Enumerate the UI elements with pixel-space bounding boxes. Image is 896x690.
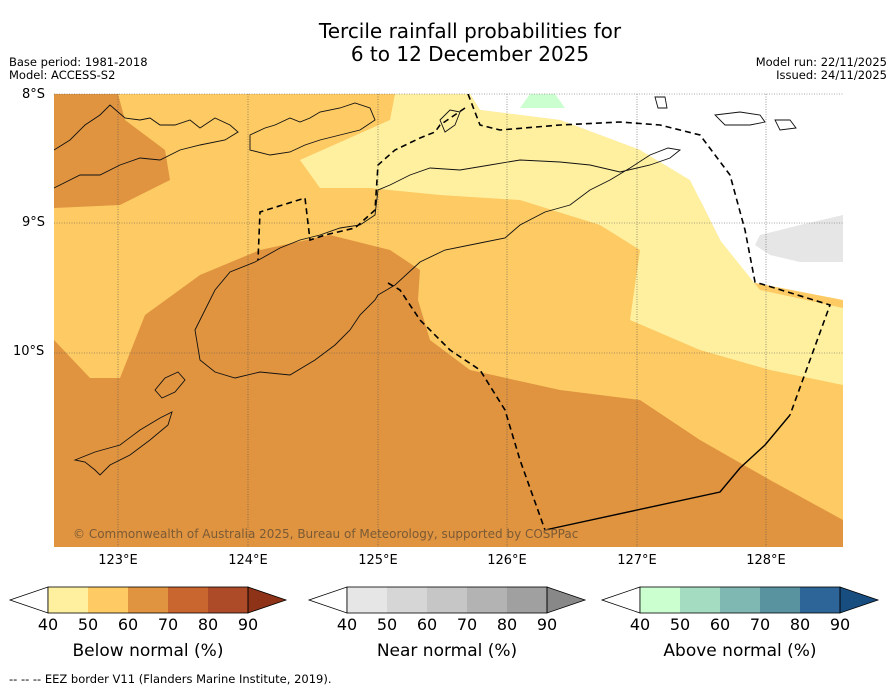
colorbar-near-bin-4 [467,587,507,613]
colorbar-near-bin-3 [427,587,467,613]
colorbar-below-bin-1 [48,587,88,613]
lon-label-126: 126°E [487,553,527,568]
map-area [54,94,843,547]
lon-label-124: 124°E [228,553,268,568]
coastlines [54,96,797,476]
colorbar-near-under [307,586,348,614]
cb-near-label: Near normal (%) [376,641,518,661]
eez-border-solid [544,414,791,531]
title-line-1: Tercile rainfall probabilities for [318,19,622,43]
shade-near-40 [755,215,843,262]
cb-above-tick-50: 50 [669,615,691,634]
cb-above-tick-40: 40 [629,615,651,634]
copyright-text: © Commonwealth of Australia 2025, Bureau… [73,527,579,541]
colorbar-above-bin-3 [720,587,760,613]
map-title: Tercile rainfall probabilities for 6 to … [0,20,896,66]
footer-eez-note: -- -- -- EEZ border V11 (Flanders Marine… [9,672,332,686]
colorbar-near [307,586,587,614]
colorbar-below-over [247,586,288,614]
meta-right: Model run: 22/11/2025 Issued: 24/11/2025 [756,56,887,82]
model-name: Model: ACCESS-S2 [9,68,116,82]
cb-below-tick-60: 60 [117,615,139,634]
cb-above-label: Above normal (%) [663,641,817,661]
lon-label-123: 123°E [98,553,138,568]
shade-below-60-nw [54,94,170,208]
colorbar-below-bin-5 [208,587,248,613]
meta-left: Base period: 1981-2018 Model: ACCESS-S2 [9,56,148,82]
colorbar-below [8,586,288,614]
cb-below-tick-90: 90 [237,615,259,634]
colorbar-above-over [839,586,880,614]
cb-below-tick-40: 40 [37,615,59,634]
colorbar-below-bin-3 [128,587,168,613]
colorbar-below-bin-2 [88,587,128,613]
cb-near-tick-60: 60 [416,615,438,634]
colorbar-below-under [8,586,49,614]
cb-near-tick-70: 70 [456,615,478,634]
cb-above-tick-60: 60 [709,615,731,634]
model-run: Model run: 22/11/2025 [755,55,887,69]
cb-below-tick-50: 50 [77,615,99,634]
lon-label-128: 128°E [746,553,786,568]
lat-label-9s: 9°S [22,215,46,230]
colorbar-near-bin-5 [507,587,547,613]
cb-above-tick-90: 90 [829,615,851,634]
title-line-2: 6 to 12 December 2025 [350,42,590,66]
cb-below-label: Below normal (%) [72,641,224,661]
issued-date: Issued: 24/11/2025 [776,68,887,82]
cb-below-tick-80: 80 [197,615,219,634]
lat-label-10s: 10°S [13,344,45,359]
colorbar-above-bin-2 [680,587,720,613]
colorbar-below-bin-4 [168,587,208,613]
colorbar-above-bin-4 [760,587,800,613]
cb-near-tick-40: 40 [336,615,358,634]
cb-above-tick-70: 70 [749,615,771,634]
colorbar-above [600,586,880,614]
shade-below-60-s [54,235,843,547]
cb-near-tick-80: 80 [496,615,518,634]
cb-near-tick-50: 50 [376,615,398,634]
colorbar-above-under [600,586,641,614]
shade-none [470,94,843,300]
lon-label-127: 127°E [617,553,657,568]
colorbar-near-over [546,586,587,614]
colorbar-near-bin-1 [347,587,387,613]
colorbar-above-bin-1 [640,587,680,613]
cb-above-tick-80: 80 [789,615,811,634]
shade-above-40 [520,94,565,108]
cb-near-tick-90: 90 [536,615,558,634]
lon-label-125: 125°E [358,553,398,568]
shade-below-40 [300,94,843,385]
cb-below-tick-70: 70 [157,615,179,634]
eez-border [257,94,832,531]
graticule [54,93,843,547]
base-period: Base period: 1981-2018 [9,55,148,69]
lat-label-8s: 8°S [22,87,46,102]
colorbar-near-bin-2 [387,587,427,613]
colorbar-above-bin-5 [800,587,840,613]
